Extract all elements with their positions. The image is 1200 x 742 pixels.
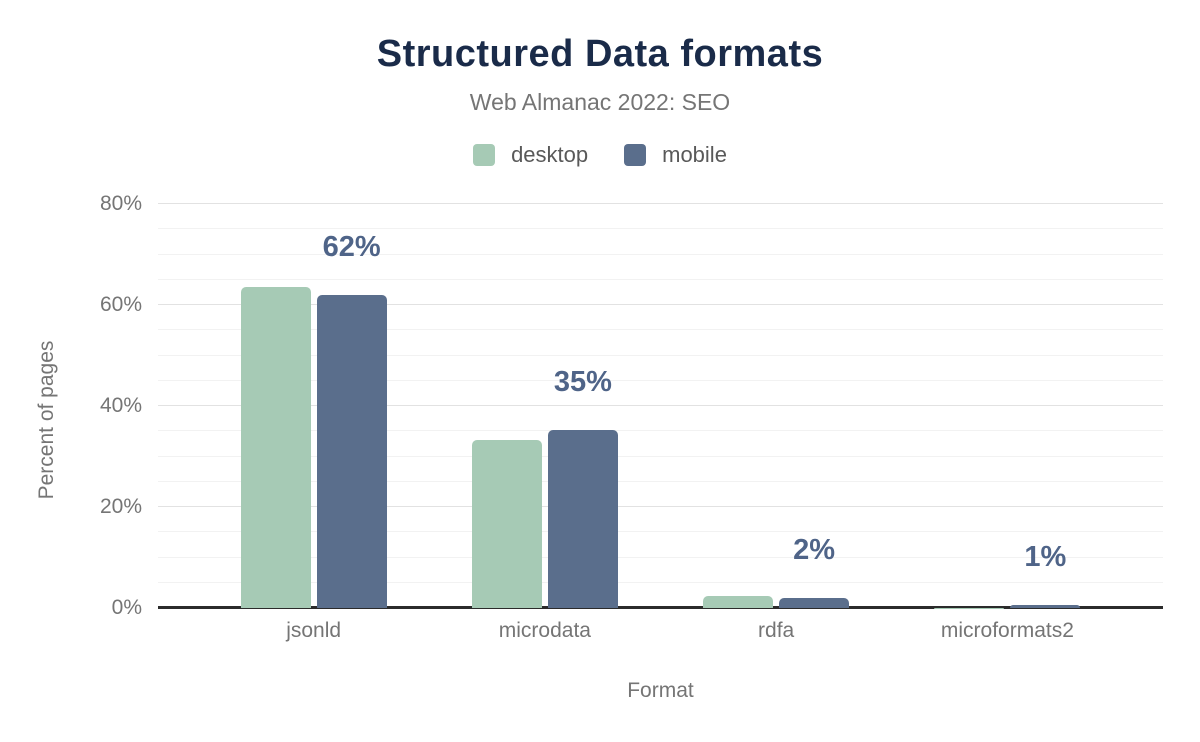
chart-subtitle: Web Almanac 2022: SEO (469, 89, 731, 115)
y-tick-label-80%: 80% (99, 192, 142, 215)
bar-group-microformats2: 1% (892, 204, 1123, 608)
gridline-80 (158, 203, 1163, 204)
gridline-70 (158, 253, 1163, 255)
bar-mobile-microdata[interactable] (547, 430, 618, 608)
bar-desktop-jsonld[interactable] (240, 287, 311, 608)
bar-value-label-microformats2: 1% (1024, 541, 1067, 574)
bar-group-rdfa: 2% (661, 204, 892, 608)
bar-value-label-rdfa: 2% (793, 533, 836, 566)
bar-value-label-microdata: 35% (553, 366, 612, 399)
bar-group-jsonld: 62% (198, 204, 429, 608)
gridline-20 (158, 506, 1163, 507)
y-tick-label-0%: 0% (111, 596, 142, 619)
x-tick-label-microformats2: microformats2 (940, 619, 1074, 642)
bar-mobile-microformats2[interactable] (1010, 605, 1081, 608)
gridline-10 (158, 556, 1163, 558)
y-tick-label-60%: 60% (99, 293, 142, 316)
x-axis-title: Format (627, 679, 694, 702)
legend: desktop mobile (0, 142, 1200, 168)
bar-desktop-microdata[interactable] (471, 439, 542, 608)
gridline-55 (158, 329, 1163, 331)
bar-desktop-rdfa[interactable] (703, 595, 774, 608)
x-tick-label-rdfa: rdfa (758, 619, 795, 642)
gridline-50 (158, 354, 1163, 356)
legend-item-desktop[interactable]: desktop (473, 142, 588, 168)
gridline-40 (158, 405, 1163, 406)
x-tick-label-microdata: microdata (498, 619, 591, 642)
gridline-25 (158, 480, 1163, 482)
x-tick-label-jsonld: jsonld (286, 619, 342, 642)
x-axis-line (158, 606, 1163, 609)
gridline-75 (158, 228, 1163, 230)
plot-area: 62% 35% 2% 1% 0% 20% 40% 60% 80% (100, 192, 1163, 619)
gridline-15 (158, 531, 1163, 533)
bar-group-microdata: 35% (429, 204, 660, 608)
gridline-45 (158, 379, 1163, 381)
gridline-30 (158, 455, 1163, 457)
x-axis-tick-labels: jsonld microdata rdfa microformats2 (158, 619, 1163, 643)
legend-item-mobile[interactable]: mobile (624, 142, 727, 168)
chart-title: Structured Data formats (376, 33, 824, 75)
legend-label-desktop: desktop (511, 142, 589, 167)
y-tick-label-20%: 20% (99, 495, 142, 518)
bar-desktop-microformats2[interactable] (934, 607, 1005, 608)
gridline-35 (158, 430, 1163, 432)
y-axis-title: Percent of pages (35, 340, 58, 500)
gridline-60 (158, 304, 1163, 305)
bar-mobile-rdfa[interactable] (779, 597, 850, 608)
legend-label-mobile: mobile (662, 142, 727, 167)
y-tick-label-40%: 40% (99, 394, 142, 417)
legend-swatch-desktop (473, 144, 496, 166)
bar-value-label-jsonld: 62% (322, 230, 381, 263)
bar-mobile-jsonld[interactable] (316, 294, 387, 608)
bar-groups: 62% 35% 2% 1% (158, 204, 1163, 608)
gridline-65 (158, 278, 1163, 280)
gridline-5 (158, 581, 1163, 583)
legend-swatch-mobile (624, 144, 647, 166)
